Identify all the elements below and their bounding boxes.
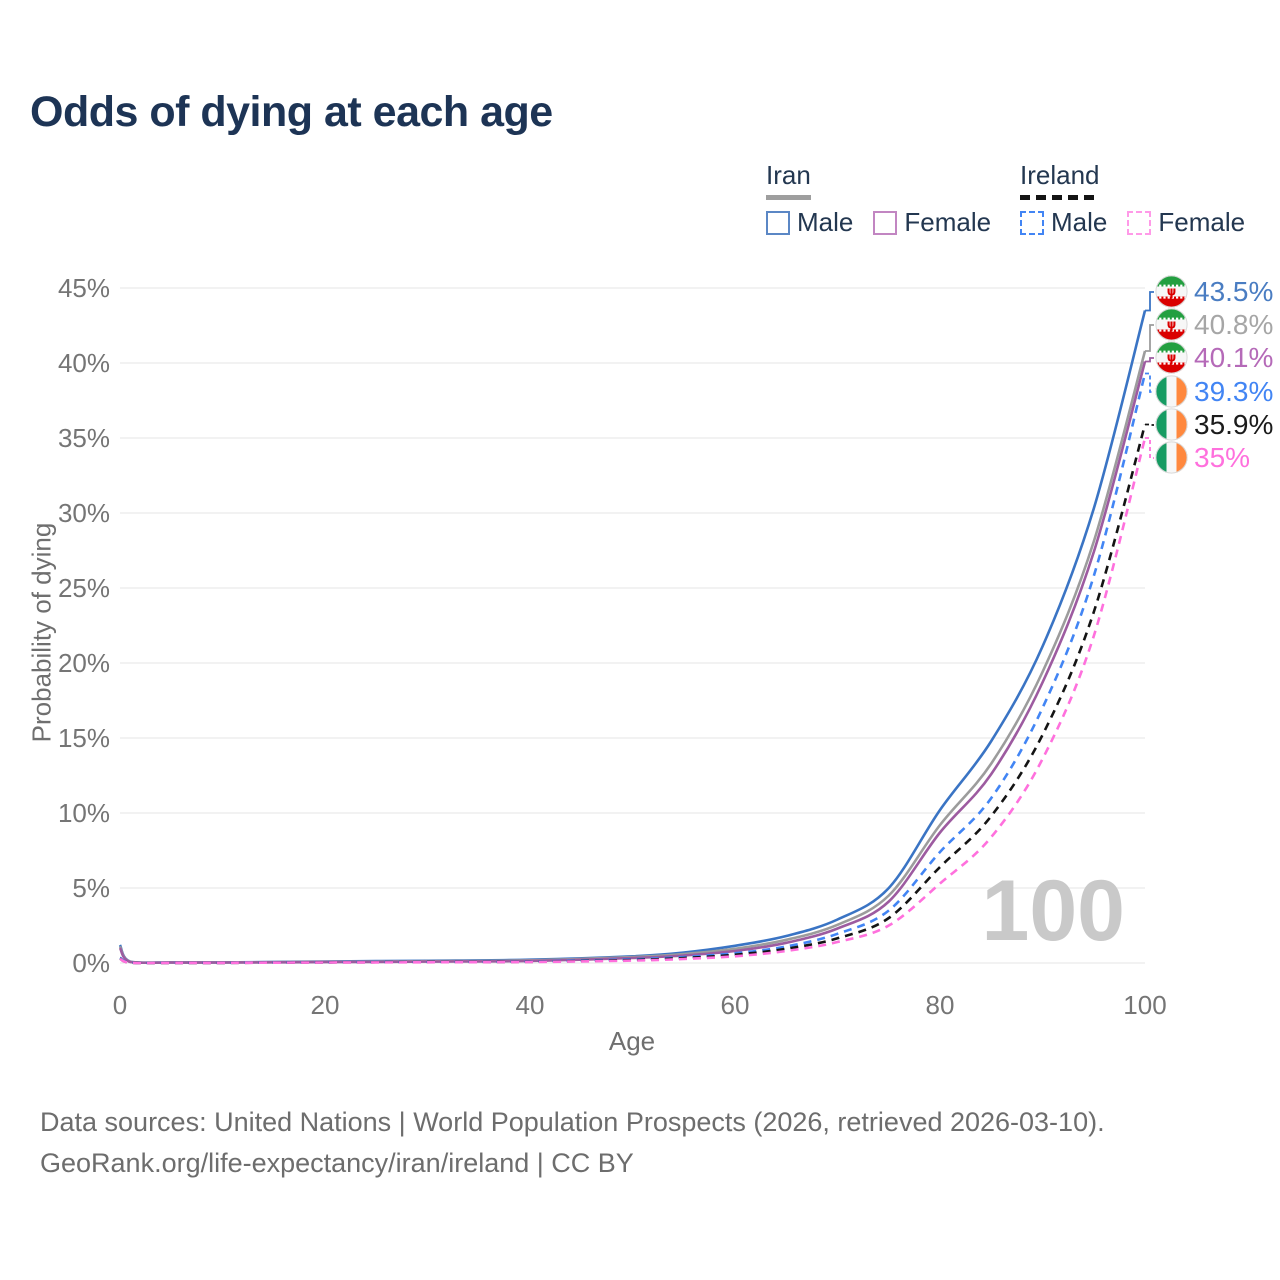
end-label-value: 39.3% (1194, 375, 1274, 407)
legend-item-label: Female (904, 207, 992, 237)
x-tick-label: 40 (515, 990, 545, 1020)
end-label-leader-line (1145, 423, 1154, 426)
legend-group-ireland: Ireland Male Female (1020, 160, 1265, 238)
legend-item-ireland-female[interactable]: Female (1127, 207, 1245, 238)
curve-iran-female (118, 361, 1147, 965)
y-tick-label: 5% (72, 873, 110, 903)
legend-swatch-icon (1020, 210, 1044, 235)
x-tick-label: 60 (720, 990, 750, 1020)
y-tick-label: 30% (57, 498, 110, 528)
x-tick-label: 0 (112, 990, 128, 1020)
end-label-value: 40.8% (1194, 308, 1274, 340)
ireland-flag-icon (1155, 375, 1188, 408)
end-label-iran-male: ψ 43.5% (1155, 275, 1273, 308)
legend-item-label: Male (797, 207, 854, 237)
legend-item-label: Female (1158, 207, 1246, 237)
end-label-value: 40.1% (1194, 341, 1274, 373)
x-tick-label: 20 (310, 990, 340, 1020)
ireland-flag-icon (1155, 408, 1188, 441)
legend-item-iran-female[interactable]: Female (873, 207, 991, 238)
end-label-value: 35% (1194, 441, 1251, 473)
legend-items-iran: Male Female (766, 207, 1011, 238)
y-tick-label: 35% (57, 423, 110, 453)
chart-title: Odds of dying at each age (30, 88, 553, 136)
legend-swatch-icon (873, 210, 898, 235)
footer-sources-line: Data sources: United Nations | World Pop… (40, 1107, 1105, 1137)
y-tick-label: 0% (72, 948, 110, 978)
legend-items-ireland: Male Female (1020, 207, 1265, 238)
legend-item-iran-male[interactable]: Male (766, 207, 853, 238)
legend-swatch-icon (1127, 210, 1152, 235)
end-label-ireland-male: 39.3% (1155, 375, 1273, 408)
ireland-flag-icon (1155, 441, 1188, 474)
legend-item-ireland-male[interactable]: Male (1020, 207, 1107, 238)
y-tick-label: 10% (57, 798, 110, 828)
footer-attribution-line: GeoRank.org/life-expectancy/iran/ireland… (40, 1148, 634, 1178)
end-label-leader-line (1145, 357, 1154, 363)
legend-swatch-icon (766, 210, 790, 235)
end-label-leader-line (1145, 372, 1154, 393)
y-tick-label: 25% (57, 573, 110, 603)
legend-country-ireland: Ireland (1020, 160, 1100, 200)
y-tick-label: 40% (57, 348, 110, 378)
y-tick-label: 20% (57, 648, 110, 678)
svg-text:ψ: ψ (1167, 351, 1177, 365)
end-label-leader-line (1145, 324, 1154, 352)
y-axis-title: Probability of dying (26, 522, 57, 743)
curve-ireland-female (119, 437, 1147, 965)
age-counter-watermark: 100 (981, 863, 1126, 959)
legend-item-label: Male (1051, 207, 1108, 237)
end-label-iran: ψ 40.8% (1155, 308, 1273, 341)
end-label-value: 35.9% (1194, 408, 1274, 440)
iran-flag-icon: ψ (1155, 341, 1188, 374)
data-source-footer: Data sources: United Nations | World Pop… (40, 1102, 1105, 1184)
y-tick-label: 15% (57, 723, 110, 753)
end-label-ireland: 35.9% (1155, 408, 1273, 441)
x-tick-label: 100 (1123, 990, 1167, 1020)
x-axis-title: Age (608, 1026, 656, 1056)
end-label-leader-line (1145, 437, 1154, 459)
legend-group-iran: Iran Male Female (766, 160, 1011, 238)
end-label-iran-female: ψ 40.1% (1155, 341, 1273, 374)
end-label-value: 43.5% (1194, 275, 1274, 307)
iran-flag-icon: ψ (1155, 308, 1188, 341)
end-label-leader-line (1145, 291, 1154, 312)
iran-flag-icon: ψ (1155, 275, 1188, 308)
svg-text:ψ: ψ (1167, 285, 1177, 299)
end-label-ireland-female: 35% (1155, 441, 1250, 474)
y-tick-label: 45% (57, 273, 110, 303)
legend-country-iran: Iran (766, 160, 811, 200)
x-tick-label: 80 (925, 990, 955, 1020)
svg-text:ψ: ψ (1167, 318, 1177, 332)
